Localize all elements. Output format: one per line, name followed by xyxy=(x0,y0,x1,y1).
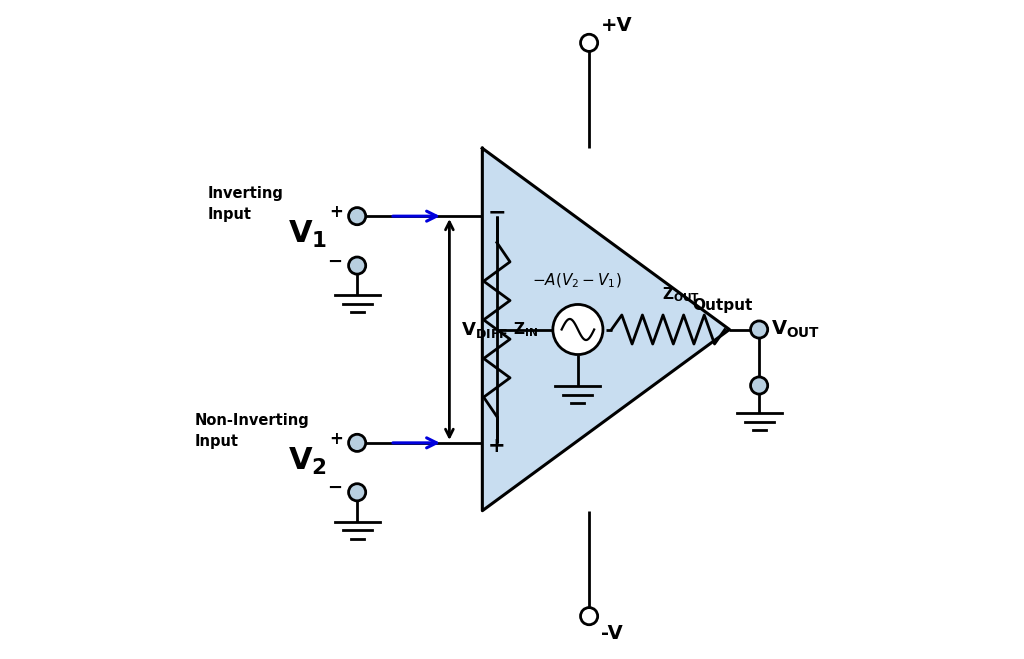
Circle shape xyxy=(348,257,366,274)
Circle shape xyxy=(581,34,598,51)
Circle shape xyxy=(348,208,366,225)
Text: −: − xyxy=(328,252,343,271)
Circle shape xyxy=(751,377,768,394)
Text: -V: -V xyxy=(601,624,623,643)
Circle shape xyxy=(348,484,366,501)
Text: $\mathbf{V_2}$: $\mathbf{V_2}$ xyxy=(288,445,328,476)
Text: $\mathbf{V_{OUT}}$: $\mathbf{V_{OUT}}$ xyxy=(771,319,820,340)
Circle shape xyxy=(581,608,598,625)
Circle shape xyxy=(751,321,768,338)
Text: Output: Output xyxy=(692,298,753,313)
Circle shape xyxy=(348,434,366,451)
Text: +: + xyxy=(329,430,343,448)
Text: +: + xyxy=(487,436,505,456)
Text: Inverting
Input: Inverting Input xyxy=(208,186,284,222)
Text: −: − xyxy=(328,479,343,498)
Text: Non-Inverting
Input: Non-Inverting Input xyxy=(195,413,309,449)
Text: $\mathbf{Z_{IN}}$: $\mathbf{Z_{IN}}$ xyxy=(513,320,539,339)
Text: +: + xyxy=(329,203,343,221)
Polygon shape xyxy=(482,148,729,511)
Text: $\mathbf{V_{DIFF}}$: $\mathbf{V_{DIFF}}$ xyxy=(461,320,509,339)
Text: $\mathbf{V_1}$: $\mathbf{V_1}$ xyxy=(288,219,328,250)
Text: $-A(V_2 - V_1)$: $-A(V_2 - V_1)$ xyxy=(531,272,622,290)
Text: $\mathbf{Z_{OUT}}$: $\mathbf{Z_{OUT}}$ xyxy=(663,286,700,304)
Text: +V: +V xyxy=(601,16,633,35)
Circle shape xyxy=(553,304,603,355)
Text: −: − xyxy=(487,203,506,223)
